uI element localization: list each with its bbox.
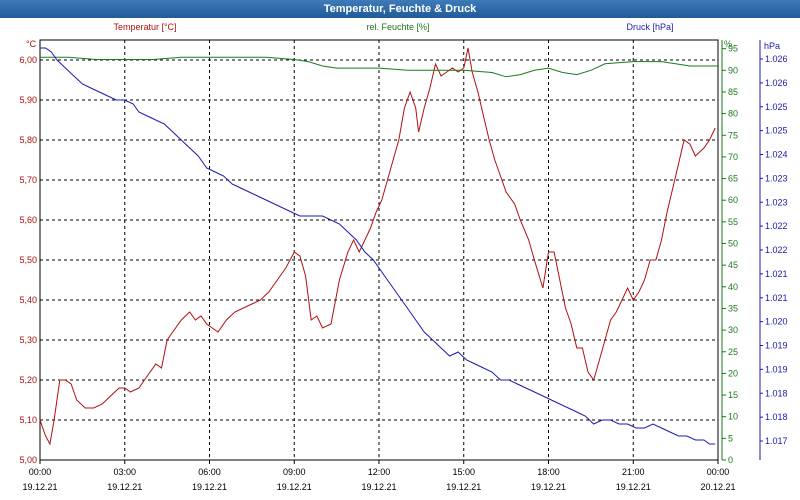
y-tick-temperature: 5,20 <box>19 375 37 385</box>
x-tick-date: 19.12.21 <box>22 482 57 492</box>
y-tick-humidity: 95 <box>728 44 738 54</box>
x-tick-date: 19.12.21 <box>361 482 396 492</box>
y-tick-pressure: 1.026 <box>765 54 788 64</box>
x-tick-time: 06:00 <box>198 467 221 477</box>
y-tick-humidity: 55 <box>728 217 738 227</box>
y-tick-humidity: 15 <box>728 390 738 400</box>
y-tick-temperature: 5,00 <box>19 455 37 465</box>
x-tick-date: 19.12.21 <box>107 482 142 492</box>
y-tick-humidity: 45 <box>728 260 738 270</box>
y-tick-pressure: 1.023 <box>765 173 788 183</box>
y-tick-pressure: 1.024 <box>765 150 788 160</box>
humidity-axis-label: rel. Feuchte [%] <box>366 22 429 32</box>
y-tick-humidity: 75 <box>728 130 738 140</box>
y-tick-pressure: 1.025 <box>765 126 788 136</box>
y-tick-humidity: 65 <box>728 174 738 184</box>
x-tick-time: 03:00 <box>113 467 136 477</box>
y-tick-humidity: 85 <box>728 87 738 97</box>
y-tick-humidity: 35 <box>728 303 738 313</box>
series-line-humidity <box>40 56 718 78</box>
y-tick-humidity: 20 <box>728 368 738 378</box>
y-tick-pressure: 1.022 <box>765 221 788 231</box>
pressure-axis-label: Druck [hPa] <box>626 22 673 32</box>
y-tick-temperature: 5,60 <box>19 215 37 225</box>
y-tick-pressure: 1.019 <box>765 341 788 351</box>
temperature-axis-label: Temperatur [°C] <box>113 22 176 32</box>
x-tick-time: 00:00 <box>707 467 730 477</box>
x-tick-time: 18:00 <box>537 467 560 477</box>
y-tick-temperature: 5,50 <box>19 255 37 265</box>
y-tick-humidity: 5 <box>728 433 733 443</box>
y-tick-temperature: 6,00 <box>19 55 37 65</box>
chart-title: Temperatur, Feuchte & Druck <box>0 0 800 18</box>
x-tick-date: 19.12.21 <box>446 482 481 492</box>
x-tick-date: 20.12.21 <box>700 482 735 492</box>
y-tick-humidity: 40 <box>728 282 738 292</box>
x-tick-time: 15:00 <box>452 467 475 477</box>
x-tick-time: 21:00 <box>622 467 645 477</box>
series-line-temperature <box>39 47 716 446</box>
y-tick-temperature: 5,10 <box>19 415 37 425</box>
y-tick-temperature: 5,90 <box>19 95 37 105</box>
x-tick-date: 19.12.21 <box>277 482 312 492</box>
x-tick-time: 12:00 <box>368 467 391 477</box>
y-tick-pressure: 1.022 <box>765 245 788 255</box>
y-tick-pressure: 1.021 <box>765 269 788 279</box>
y-tick-pressure: 1.021 <box>765 293 788 303</box>
y-tick-pressure: 1.018 <box>765 388 788 398</box>
y-tick-humidity: 30 <box>728 325 738 335</box>
y-tick-humidity: 50 <box>728 239 738 249</box>
y-tick-humidity: 60 <box>728 195 738 205</box>
chart-svg: 00:00 19.12.21 03:00 19.12.21 06:00 19.12.21 0… <box>19 22 788 492</box>
x-tick-date: 19.12.21 <box>192 482 227 492</box>
y-tick-pressure: 1.025 <box>765 102 788 112</box>
y-tick-temperature: 5,30 <box>19 335 37 345</box>
y-tick-humidity: 25 <box>728 347 738 357</box>
y-tick-humidity: 0 <box>728 455 733 465</box>
pressure-unit-label: hPa <box>764 41 780 51</box>
x-tick-time: 00:00 <box>29 467 52 477</box>
y-tick-humidity: 80 <box>728 109 738 119</box>
humidity-unit-label: % <box>724 39 732 49</box>
x-tick-date: 19.12.21 <box>531 482 566 492</box>
y-tick-humidity: 90 <box>728 65 738 75</box>
series-line-pressure <box>40 47 716 445</box>
y-tick-temperature: 5,70 <box>19 175 37 185</box>
temperature-unit-label: °C <box>26 39 37 49</box>
y-tick-pressure: 1.019 <box>765 364 788 374</box>
x-tick-date: 19.12.21 <box>616 482 651 492</box>
y-tick-pressure: 1.026 <box>765 78 788 88</box>
y-tick-temperature: 5,80 <box>19 135 37 145</box>
y-tick-pressure: 1.020 <box>765 317 788 327</box>
y-tick-pressure: 1.023 <box>765 197 788 207</box>
y-tick-temperature: 5,40 <box>19 295 37 305</box>
x-tick-time: 09:00 <box>283 467 306 477</box>
y-tick-pressure: 1.017 <box>765 436 788 446</box>
y-tick-humidity: 10 <box>728 412 738 422</box>
y-tick-pressure: 1.018 <box>765 412 788 422</box>
y-tick-humidity: 70 <box>728 152 738 162</box>
